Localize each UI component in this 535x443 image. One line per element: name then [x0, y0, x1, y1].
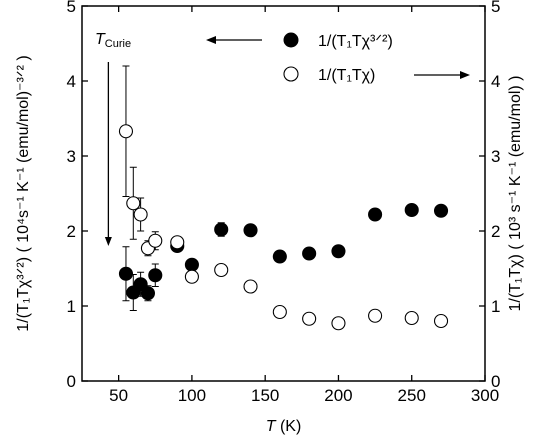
open-data-point — [243, 279, 258, 294]
x-tick-label: 50 — [109, 386, 128, 405]
axis-ticks — [82, 5, 486, 382]
legend-arrowhead-left — [206, 36, 216, 44]
y-left-tick-label: 5 — [67, 0, 76, 16]
legend-label-filled: 1/(T₁Tχ³ᐟ²) — [318, 33, 393, 50]
open-data-point — [126, 196, 141, 211]
filled-data-point — [118, 266, 134, 281]
open-data-point — [302, 311, 317, 326]
open-data-point — [368, 308, 383, 323]
y-right-axis-title: 1/(T₁Tχ) ( 10³ s⁻¹ K⁻¹ (emu/mol) ) — [507, 75, 524, 311]
curie-label: TCurie — [95, 31, 131, 50]
x-tick-label: 150 — [251, 386, 279, 405]
y-right-tick-label: 2 — [491, 222, 500, 241]
open-data-point — [331, 316, 346, 331]
open-data-point — [133, 207, 148, 222]
filled-data-point — [368, 207, 383, 222]
filled-data-point — [140, 286, 155, 301]
filled-data-point — [272, 249, 287, 264]
y-left-axis-title: 1/(T₁Tχ³ᐟ²) ( 10⁴s⁻¹ K⁻¹ (emu/mol)⁻³ᐟ² ) — [15, 55, 32, 331]
data-markers — [118, 124, 449, 331]
filled-data-point — [214, 222, 229, 237]
y-left-tick-label: 3 — [67, 147, 76, 166]
filled-data-point — [331, 244, 346, 259]
legend-arrowhead-right — [460, 71, 470, 79]
x-tick-label: 200 — [324, 386, 352, 405]
legend-filled-marker — [283, 32, 299, 48]
filled-data-point — [404, 202, 419, 218]
open-data-point — [184, 269, 199, 284]
open-data-point — [272, 304, 287, 320]
legend-label-open: 1/(T₁Tχ) — [318, 67, 375, 84]
open-data-point — [404, 310, 419, 326]
open-data-point — [148, 233, 163, 248]
curie-annotation: TCurie — [95, 31, 131, 246]
x-axis-title: T (K) — [266, 418, 302, 435]
x-tick-label: 300 — [471, 386, 499, 405]
filled-data-point — [184, 257, 199, 272]
open-data-point — [170, 235, 185, 250]
curie-arrowhead — [104, 237, 112, 246]
open-data-point — [433, 313, 449, 329]
x-tick-label: 100 — [178, 386, 206, 405]
y-right-tick-label: 1 — [491, 297, 500, 316]
y-right-tick-label: 4 — [491, 72, 500, 91]
filled-data-point — [243, 223, 258, 238]
filled-data-point — [302, 246, 317, 261]
y-right-tick-label: 5 — [491, 0, 500, 16]
x-tick-label: 250 — [398, 386, 426, 405]
filled-data-point — [433, 203, 449, 218]
y-right-tick-label: 0 — [491, 372, 500, 391]
legend-open-marker — [283, 66, 299, 82]
y-right-tick-label: 3 — [491, 147, 500, 166]
y-left-tick-label: 0 — [67, 372, 76, 391]
filled-data-point — [148, 268, 163, 283]
y-left-tick-label: 4 — [67, 72, 76, 91]
legend: 1/(T₁Tχ³ᐟ²) 1/(T₁Tχ) — [206, 32, 470, 84]
open-data-point — [118, 124, 134, 139]
y-left-tick-label: 1 — [67, 297, 76, 316]
plot-frame — [81, 5, 486, 382]
error-bars — [122, 65, 445, 328]
open-data-point — [214, 262, 229, 278]
y-left-tick-label: 2 — [67, 222, 76, 241]
